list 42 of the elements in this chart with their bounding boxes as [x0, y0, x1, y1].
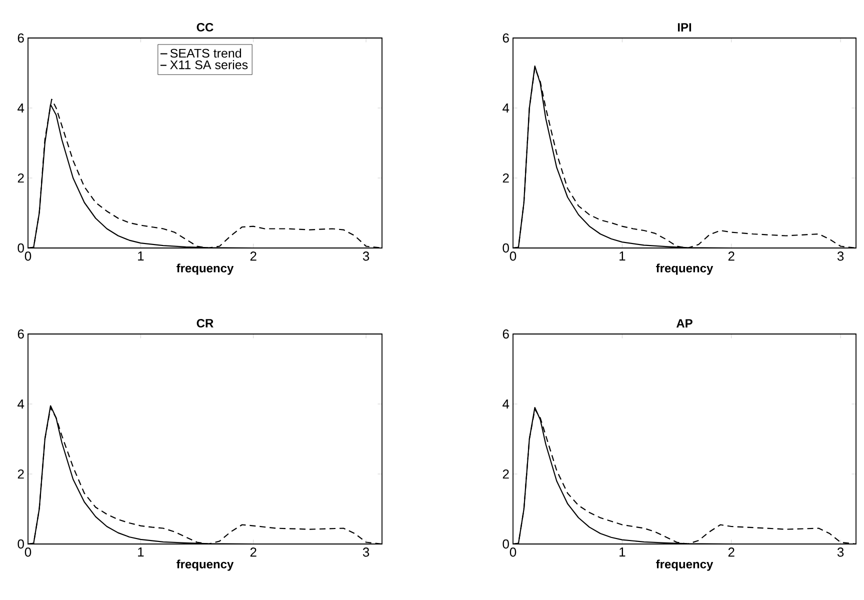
y-tick-label: 6: [502, 33, 509, 43]
y-tick-label: 6: [502, 329, 509, 339]
x-tick-label: 0: [510, 548, 516, 557]
x-axis-title: frequency: [176, 560, 234, 571]
y-tick-label: 0: [18, 539, 24, 549]
x-tick-label: 0: [24, 548, 32, 557]
legend-label: X11 SA series: [170, 60, 248, 70]
x-tick-label: 0: [24, 252, 32, 261]
x-tick-label: 1: [620, 252, 626, 260]
chart-title: IPI: [678, 23, 692, 32]
x-tick-label: 1: [138, 252, 144, 260]
y-tick-label: 2: [18, 173, 24, 183]
y-tick-label: 6: [18, 329, 24, 339]
y-tick-label: 6: [18, 33, 24, 43]
x-tick-label: 2: [728, 548, 734, 557]
x-axis-title: frequency: [176, 264, 234, 275]
x-axis-title: frequency: [656, 264, 714, 275]
y-tick-label: 4: [502, 104, 510, 112]
y-tick-label: 2: [18, 469, 24, 479]
y-tick-label: 2: [502, 173, 509, 183]
x-tick-label: 3: [362, 548, 370, 557]
y-tick-label: 4: [502, 400, 510, 408]
y-tick-label: 4: [18, 104, 24, 112]
x-tick-label: 3: [362, 252, 370, 261]
x-tick-label: 1: [620, 548, 626, 556]
y-tick-label: 0: [18, 243, 24, 253]
x-tick-label: 1: [138, 548, 144, 556]
y-tick-label: 0: [502, 243, 509, 253]
x-tick-label: 0: [510, 252, 516, 261]
y-tick-label: 0: [502, 539, 509, 549]
chart-title: CC: [196, 22, 214, 32]
chart-title: CR: [196, 318, 214, 328]
x-tick-label: 3: [837, 252, 844, 261]
y-tick-label: 2: [502, 469, 509, 479]
x-tick-label: 2: [250, 252, 256, 261]
y-tick-label: 4: [18, 400, 24, 408]
chart-title: AP: [676, 319, 692, 328]
x-tick-label: 2: [250, 548, 256, 557]
x-tick-label: 2: [728, 252, 734, 261]
x-tick-label: 3: [837, 548, 844, 557]
legend-label: SEATS trend: [170, 48, 242, 58]
x-axis-title: frequency: [656, 560, 714, 571]
